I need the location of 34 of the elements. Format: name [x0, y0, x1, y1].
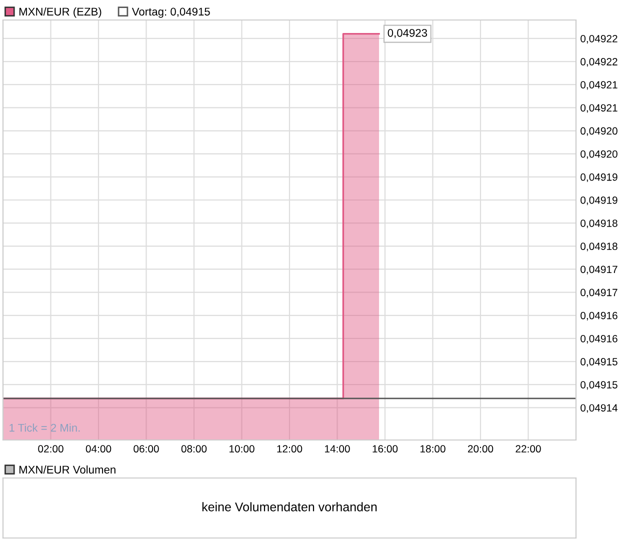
x-tick-label: 02:00 [38, 445, 64, 453]
x-tick-label: 14:00 [325, 445, 350, 453]
y-tick-label: 0,04915 [580, 358, 618, 367]
y-tick-label: 0,04918 [580, 220, 618, 228]
x-tick-label: 20:00 [468, 445, 494, 453]
data-label: 0,04923 [388, 28, 428, 38]
legend-label: Vortag: 0,04915 [132, 8, 210, 18]
legend-label: MXN/EUR (EZB) [19, 7, 102, 18]
x-tick-label: 08:00 [181, 445, 207, 453]
y-tick-label: 0,04922 [580, 58, 618, 67]
y-tick-label: 0,04914 [580, 404, 618, 413]
y-tick-label: 0,04921 [580, 104, 618, 113]
y-tick-label: 0,04917 [580, 288, 618, 298]
y-tick-label: 0,04915 [580, 381, 618, 390]
x-tick-label: 10:00 [230, 445, 254, 453]
x-tick-label: 16:00 [372, 445, 398, 453]
y-tick-label: 0,04916 [580, 334, 618, 344]
y-tick-label: 0,04920 [580, 127, 618, 136]
annotation: 1 Tick = 2 Min. [10, 424, 80, 432]
y-tick-label: 0,04920 [580, 150, 618, 159]
y-tick-label: 0,04921 [580, 81, 618, 90]
x-tick-label: 22:00 [516, 445, 541, 453]
text: MXN/EUR Volumen [19, 465, 116, 474]
y-tick-label: 0,04916 [580, 312, 618, 320]
y-tick-label: 0,04919 [580, 196, 618, 206]
x-tick-label: 06:00 [134, 445, 159, 453]
y-tick-label: 0,04917 [580, 266, 618, 274]
x-tick-label: 18:00 [420, 445, 446, 453]
x-tick-label: 04:00 [86, 445, 112, 453]
y-tick-label: 0,04919 [580, 173, 618, 182]
y-tick-label: 0,04918 [580, 242, 618, 252]
text: keine Volumendaten vorhanden [202, 502, 377, 512]
y-tick-label: 0,04922 [580, 34, 618, 44]
x-tick-label: 12:00 [277, 445, 302, 453]
